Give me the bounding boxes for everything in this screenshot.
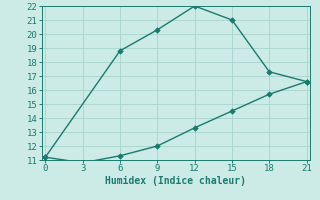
X-axis label: Humidex (Indice chaleur): Humidex (Indice chaleur) — [106, 176, 246, 186]
